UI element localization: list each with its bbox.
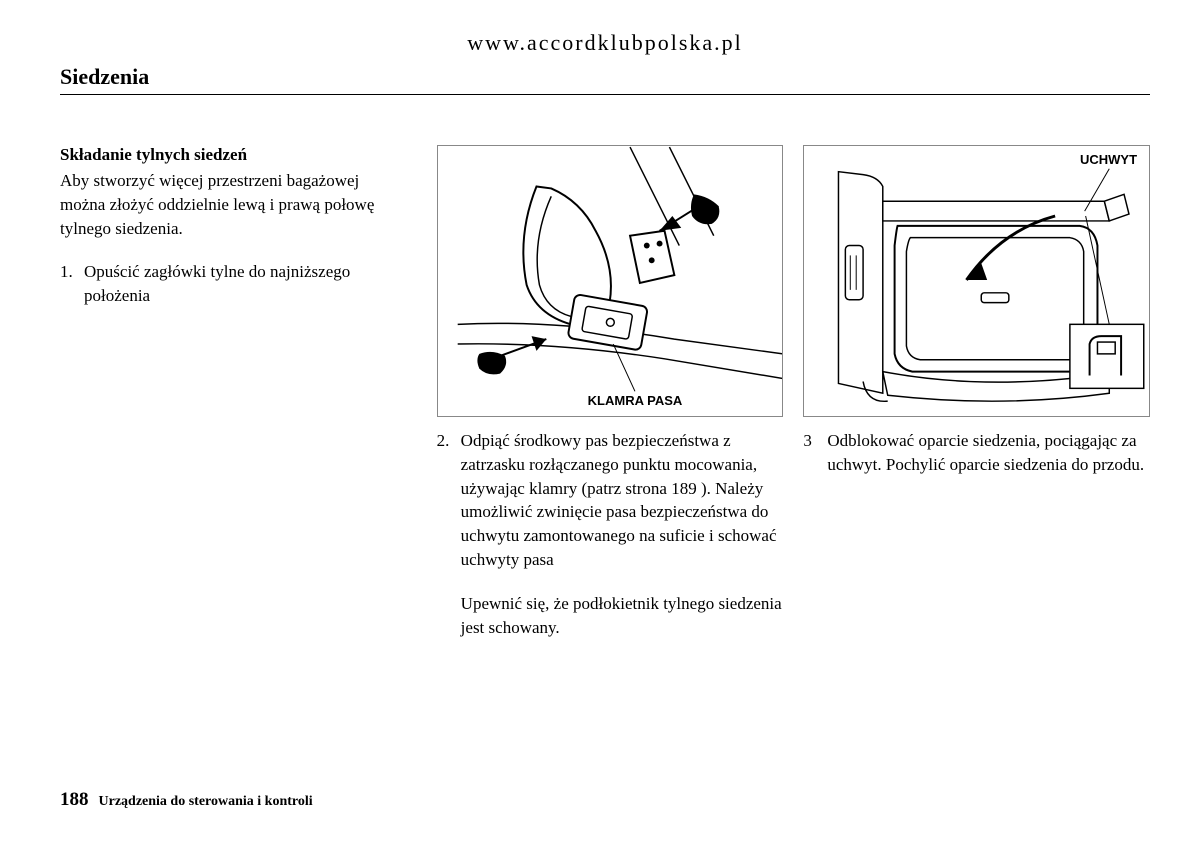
step-3-number: 3: [803, 429, 827, 477]
step-2-content: Odpiąć środkowy pas bezpieczeństwa z zat…: [461, 429, 784, 639]
step-2-extra: Upewnić się, że podłokietnik tylnego sie…: [461, 592, 784, 640]
content-columns: Składanie tylnych siedzeń Aby stworzyć w…: [60, 145, 1150, 655]
step-2-text: Odpiąć środkowy pas bezpieczeństwa z zat…: [461, 429, 784, 572]
page-title: Siedzenia: [60, 64, 1150, 95]
step-1: 1. Opuścić zagłówki tylne do najniższego…: [60, 260, 407, 308]
step-2: 2. Odpiąć środkowy pas bezpieczeństwa z …: [437, 429, 784, 639]
figure-seat-release: UCHWYT: [803, 145, 1150, 417]
step-3-text: Odblokować oparcie siedzenia, pociągając…: [827, 429, 1150, 477]
step-2-number: 2.: [437, 429, 461, 639]
figure-label-klamra: KLAMRA PASA: [588, 393, 683, 408]
step-1-text: Opuścić zagłówki tylne do najniższego po…: [84, 260, 407, 308]
watermark-url: www.accordklubpolska.pl: [60, 30, 1150, 56]
intro-paragraph: Aby stworzyć więcej przestrzeni bagażowe…: [60, 169, 407, 240]
subheading: Składanie tylnych siedzeń: [60, 145, 407, 165]
column-1: Składanie tylnych siedzeń Aby stworzyć w…: [60, 145, 417, 655]
page-number: 188: [60, 789, 89, 811]
step-1-number: 1.: [60, 260, 84, 308]
column-3: UCHWYT 3 Odblokować oparcie siedzenia, p…: [803, 145, 1150, 655]
seatbelt-illustration: [438, 146, 783, 416]
step-3: 3 Odblokować oparcie siedzenia, pociągaj…: [803, 429, 1150, 477]
column-2: KLAMRA PASA 2. Odpiąć środkowy pas bezpi…: [437, 145, 784, 655]
seat-release-illustration: [804, 146, 1149, 416]
footer-section-title: Urządzenia do sterowania i kontroli: [99, 794, 313, 810]
page-footer: 188 Urządzenia do sterowania i kontroli: [60, 789, 313, 811]
figure-seatbelt-buckle: KLAMRA PASA: [437, 145, 784, 417]
figure-label-uchwyt: UCHWYT: [1080, 152, 1137, 167]
